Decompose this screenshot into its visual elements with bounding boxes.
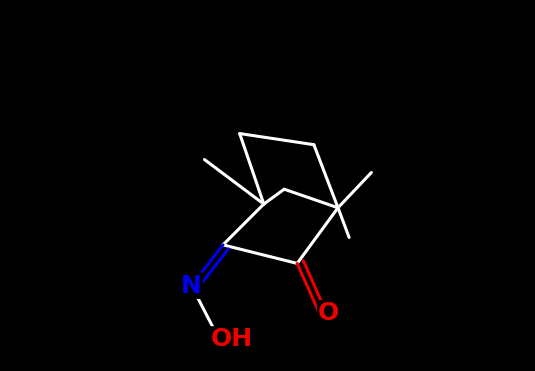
Text: N: N <box>181 274 202 298</box>
Text: O: O <box>318 302 339 325</box>
Text: OH: OH <box>211 328 253 351</box>
